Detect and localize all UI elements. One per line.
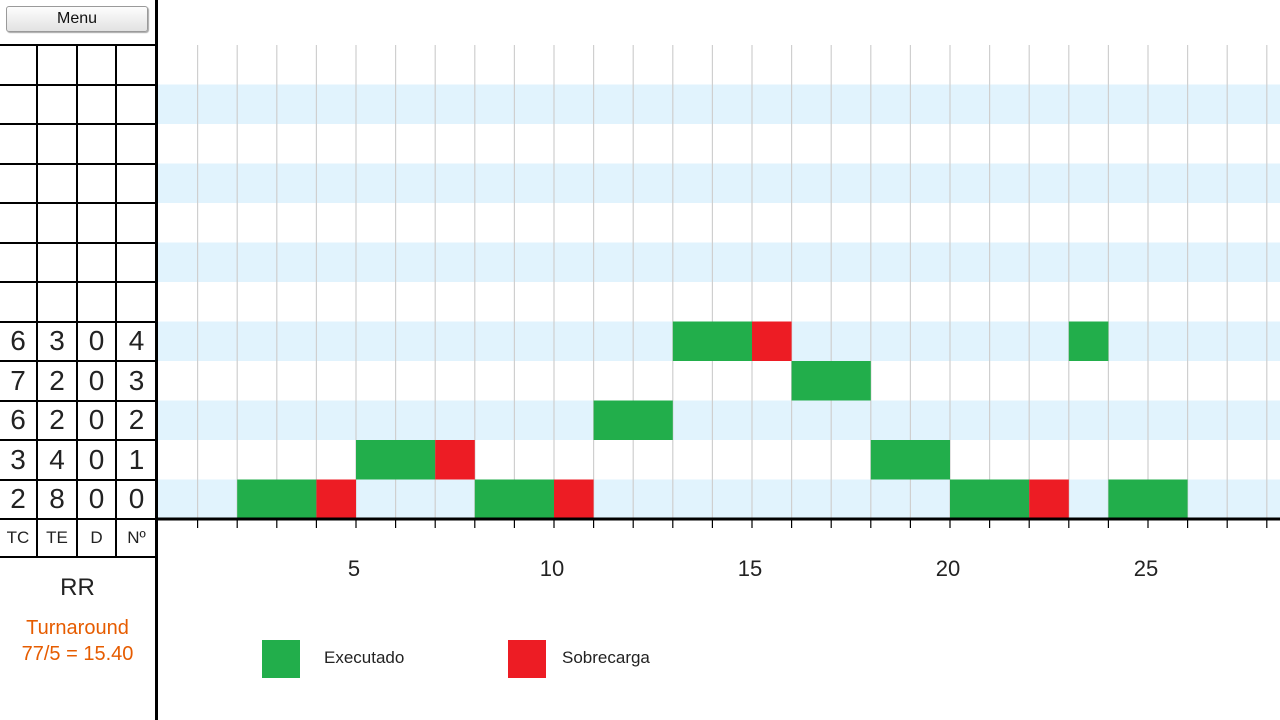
overhead-bar [752, 321, 792, 361]
table-cell: 7 [0, 362, 38, 402]
overhead-bar [435, 440, 475, 480]
executed-bar [474, 479, 554, 519]
legend-overhead-label: Sobrecarga [562, 648, 650, 667]
executed-bar [950, 479, 1030, 519]
table-cell [38, 46, 78, 86]
row-band [158, 400, 1280, 440]
executed-bar [1068, 321, 1109, 361]
table-cell [78, 204, 117, 244]
executed-bar [593, 400, 673, 440]
table-cell: 4 [38, 441, 78, 481]
legend-executed-label: Executado [324, 648, 405, 667]
table-cell [78, 243, 117, 283]
axis-tick-label: 20 [936, 556, 960, 581]
table-cell: 0 [78, 401, 117, 441]
table-header-cell: D [78, 520, 117, 558]
table-cell [0, 164, 38, 204]
table-cell [38, 283, 78, 323]
table-header-cell: TC [0, 520, 38, 558]
table-cell: 0 [78, 322, 117, 362]
overhead-bar [554, 479, 594, 519]
table-cell: 0 [78, 441, 117, 481]
legend-overhead-swatch [508, 640, 546, 678]
axis-tick-label: 15 [738, 556, 762, 581]
executed-bar [870, 440, 950, 480]
table-cell [78, 125, 117, 165]
table-cell [0, 204, 38, 244]
turnaround-label: Turnaround [26, 617, 129, 639]
row-band [158, 242, 1280, 282]
table-cell [0, 46, 38, 86]
table-cell [78, 283, 117, 323]
table-cell: 8 [38, 480, 78, 520]
menu-button[interactable]: Menu [6, 6, 148, 32]
row-band [158, 163, 1280, 203]
table-cell [78, 46, 117, 86]
table-cell: 6 [0, 322, 38, 362]
executed-bar [1108, 479, 1188, 519]
executed-bar [237, 479, 317, 519]
row-band [158, 84, 1280, 124]
table-cell: 2 [38, 362, 78, 402]
table-cell: 6 [0, 401, 38, 441]
table-header-cell: TE [38, 520, 78, 558]
legend-executed-swatch [262, 640, 300, 678]
axis-tick-label: 25 [1134, 556, 1158, 581]
executed-bar [791, 361, 871, 401]
table-cell [0, 243, 38, 283]
table-cell [38, 125, 78, 165]
table-cell [0, 85, 38, 125]
table-cell: 3 [38, 322, 78, 362]
table-cell [78, 85, 117, 125]
turnaround-value: 77/5 = 15.40 [21, 643, 134, 665]
table-cell [38, 204, 78, 244]
executed-bar [356, 440, 436, 480]
table-cell [38, 85, 78, 125]
table-cell [38, 164, 78, 204]
table-cell: 0 [78, 480, 117, 520]
table-cell: 2 [38, 401, 78, 441]
algorithm-label: RR [60, 574, 95, 601]
axis-tick-label: 10 [540, 556, 564, 581]
executed-bar [672, 321, 752, 361]
table-cell: 0 [78, 362, 117, 402]
table-cell [0, 283, 38, 323]
panel-divider [155, 0, 158, 720]
table-cell: 2 [0, 480, 38, 520]
table-cell [0, 125, 38, 165]
table-cell: 3 [0, 441, 38, 481]
table-cell [78, 164, 117, 204]
overhead-bar [316, 479, 356, 519]
axis-tick-label: 5 [348, 556, 360, 581]
table-cell [38, 243, 78, 283]
overhead-bar [1029, 479, 1069, 519]
